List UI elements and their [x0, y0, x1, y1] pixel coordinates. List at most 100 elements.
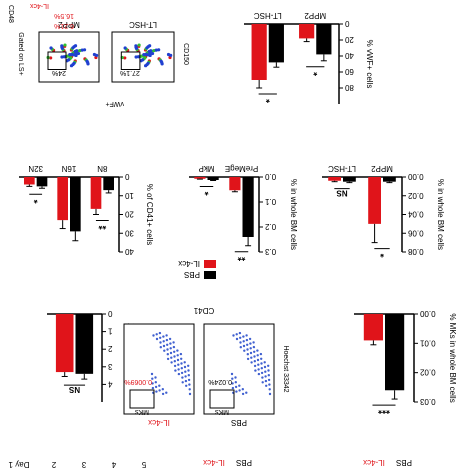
event-dot [151, 377, 154, 380]
y-axis-label: % vWF+ cells [365, 40, 374, 89]
event-dot [234, 385, 238, 389]
y-tick-label: 0.06 [407, 228, 423, 237]
event-dot [261, 381, 264, 384]
event-dot [267, 374, 270, 377]
bar-IL-4cx [251, 24, 267, 80]
event-dot [263, 365, 267, 369]
sig-label: * [266, 93, 270, 104]
event-dot [161, 392, 165, 396]
bar-IL-4cx [55, 314, 74, 373]
event-dot [242, 335, 245, 338]
event-dot [264, 375, 267, 378]
event-dot [264, 370, 267, 373]
event-dot [142, 53, 146, 57]
y-tick-label: 40 [124, 247, 133, 256]
y-tick-label: 20 [124, 210, 133, 219]
y-tick-label: 0 [107, 309, 112, 318]
category-label: 8N [97, 164, 107, 173]
event-dot [158, 331, 162, 335]
event-dot [177, 372, 181, 376]
category-label: LT-HSC [254, 11, 282, 20]
sig-label: * [313, 66, 317, 77]
y-tick-label: 0 [124, 172, 129, 181]
event-dot [267, 364, 270, 367]
event-dot [74, 53, 78, 58]
event-dot [249, 347, 252, 350]
bar-PBS [242, 177, 254, 237]
panel-frame [203, 323, 275, 415]
event-dot [242, 344, 246, 348]
event-dot [254, 369, 257, 372]
event-dot [169, 351, 173, 355]
event-dot [68, 53, 72, 57]
y-tick-label: 1 [107, 327, 112, 336]
y-axis-label: % in whole BM cells [436, 179, 445, 250]
vwf-label: vWF+ [106, 100, 124, 107]
event-dot [238, 384, 241, 387]
gate-box [47, 51, 67, 70]
event-dot [80, 48, 84, 52]
bar-PBS [75, 314, 94, 374]
mk-panel-1: 0.0069% MKs IL-4cx [123, 323, 195, 427]
legend-swatch-IL-4cx [204, 260, 216, 268]
event-dot [180, 357, 183, 360]
event-dot [49, 46, 53, 50]
event-dot [162, 335, 165, 338]
chart-premege: 0.00.10.20.3% in whole BM cellsPreMegE**… [189, 164, 298, 262]
gate-percent: 0.024% [208, 378, 232, 385]
event-dot [179, 352, 183, 356]
y-tick-label: 0.02 [407, 191, 423, 200]
event-dot [154, 376, 157, 379]
event-dot [231, 377, 234, 380]
gate-box [209, 389, 235, 409]
event-dot [230, 372, 234, 376]
gate-percent: 27.1% [120, 69, 140, 76]
event-dot [60, 44, 64, 48]
legend: PBS IL-4cx [178, 259, 216, 279]
event-dot [170, 356, 173, 359]
event-dot [180, 367, 183, 370]
group-label: PBS [236, 458, 252, 467]
event-dot [169, 347, 172, 350]
event-dot [173, 364, 177, 368]
event-dot [177, 363, 180, 366]
event-dot [180, 371, 184, 375]
bar-PBS [103, 177, 114, 191]
event-dot [76, 51, 81, 56]
bar-PBS [36, 177, 48, 187]
event-dot [183, 365, 187, 369]
event-dot [172, 345, 176, 349]
event-dot [188, 388, 191, 391]
y-tick-label: 2 [107, 344, 112, 353]
bar-PBS [316, 24, 332, 55]
event-dot [169, 342, 172, 345]
bar-IL-4cx [57, 177, 68, 221]
event-dot [242, 340, 245, 343]
event-dot [246, 357, 250, 361]
event-dot [157, 48, 161, 52]
event-dot [165, 334, 168, 337]
bar-PBS [383, 177, 396, 182]
event-dot [174, 369, 177, 372]
event-dot [234, 381, 237, 384]
event-dot [155, 337, 159, 341]
event-dot [154, 48, 158, 52]
sig-label: ** [98, 220, 106, 231]
sig-label: *** [378, 404, 390, 415]
event-dot [252, 341, 255, 344]
y-axis-label: % MKs in whole BM cells [448, 313, 457, 402]
y-tick-label: 0.0 [264, 172, 276, 181]
y-tick-label: 60 [344, 67, 353, 76]
event-dot [187, 369, 190, 372]
event-dot [235, 333, 238, 336]
event-dot [264, 379, 268, 383]
bar-IL-4cx [368, 177, 381, 224]
y-tick-label: 4 [107, 379, 112, 388]
event-dot [253, 364, 257, 368]
event-dot [256, 358, 260, 362]
event-dot [173, 360, 176, 363]
category-label: MPP2 [304, 11, 326, 20]
gate-percent: 24% [52, 69, 66, 76]
